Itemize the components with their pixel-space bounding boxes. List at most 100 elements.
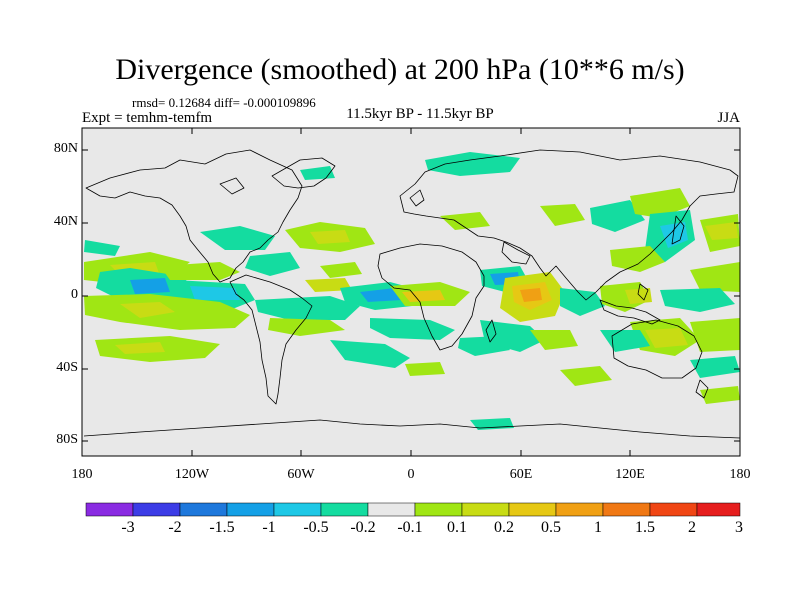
lon-label-180e: 180 xyxy=(729,467,751,482)
light-blue-patch xyxy=(660,222,688,248)
lon-label-120w: 120W xyxy=(174,467,210,482)
coastlines xyxy=(83,149,741,439)
lat-label-40n: 40N xyxy=(53,214,78,229)
colorbar-segment-13 xyxy=(696,502,741,517)
cyan-patch xyxy=(425,152,520,176)
lat-label-80n: 80N xyxy=(53,141,78,156)
green-patch xyxy=(530,330,578,350)
colorbar-label: -1.5 xyxy=(209,519,235,536)
green-patch xyxy=(440,212,490,230)
blue-patch xyxy=(360,288,402,302)
philippines-outline xyxy=(637,283,649,301)
colorbar-segment-4 xyxy=(273,502,322,517)
colorbar-segment-3 xyxy=(226,502,275,517)
colorbar-label: -1 xyxy=(262,519,276,536)
africa-outline xyxy=(377,243,485,351)
lon-label-120e: 120E xyxy=(615,467,645,482)
yellow-green-patch xyxy=(625,288,652,304)
eurasia-outline xyxy=(399,149,739,301)
lon-label-180w: 180 xyxy=(71,467,93,482)
yellow-green-patch xyxy=(115,342,165,354)
cyan-patch xyxy=(560,288,605,316)
colorbar-segment-6 xyxy=(367,502,416,517)
lat-label-80s: 80S xyxy=(56,432,78,447)
lat-label-40s: 40S xyxy=(56,360,78,375)
colorbar-label: 1.5 xyxy=(635,519,655,536)
colorbar-segment-0 xyxy=(85,502,134,517)
green-patch xyxy=(690,318,740,352)
lon-label-60w: 60W xyxy=(287,467,315,482)
green-patch xyxy=(690,262,740,292)
chart-title: Divergence (smoothed) at 200 hPa (10**6 … xyxy=(115,53,685,86)
colorbar-segment-2 xyxy=(179,502,228,517)
season-label: JJA xyxy=(717,110,740,126)
colorbar-segment-8 xyxy=(461,502,510,517)
hudson-bay-outline xyxy=(219,177,245,195)
indonesia-outline xyxy=(599,299,661,325)
yellow-green-patch xyxy=(705,222,738,240)
colorbar-label: 3 xyxy=(735,519,743,536)
yellow-green-patch xyxy=(120,302,175,318)
lat-tick-marks xyxy=(82,149,740,442)
colorbar-segment-11 xyxy=(602,502,651,517)
colorbar-label: 1 xyxy=(594,519,602,536)
colorbar xyxy=(85,502,741,517)
yellow-green-patch xyxy=(310,230,350,244)
green-patch xyxy=(700,386,740,404)
lon-tick-marks xyxy=(81,128,741,456)
colorbar-label: 0.2 xyxy=(494,519,514,536)
new-zealand-outline xyxy=(695,379,709,399)
colorbar-label: -0.1 xyxy=(397,519,423,536)
north-america-outline xyxy=(85,149,303,283)
colorbar-label: -0.2 xyxy=(350,519,376,536)
colorbar-segment-1 xyxy=(132,502,181,517)
green-patch xyxy=(160,262,240,280)
lon-label-0: 0 xyxy=(407,467,415,482)
dark-orange-patch xyxy=(520,288,542,302)
cyan-patch xyxy=(330,340,410,368)
green-patch xyxy=(268,318,345,336)
colorbar-segment-5 xyxy=(320,502,369,517)
cyan-patch xyxy=(370,318,455,340)
colorbar-label: -2 xyxy=(168,519,182,536)
light-blue-patch xyxy=(190,286,240,300)
cyan-patch xyxy=(255,296,360,320)
period-label: 11.5kyr BP - 11.5kyr BP xyxy=(346,106,494,122)
arabia-outline xyxy=(501,241,531,265)
cyan-patch xyxy=(660,288,735,312)
colorbar-segment-10 xyxy=(555,502,604,517)
green-patch xyxy=(560,366,612,386)
cyan-patch xyxy=(480,320,545,352)
colorbar-segment-9 xyxy=(508,502,557,517)
madagascar-outline xyxy=(485,319,497,343)
colorbar-segment-7 xyxy=(414,502,463,517)
cyan-patch xyxy=(84,240,120,256)
cyan-patch xyxy=(470,418,514,430)
yellow-green-patch xyxy=(645,328,688,348)
lat-label-0: 0 xyxy=(71,287,78,302)
colorbar-label: 2 xyxy=(688,519,696,536)
australia-outline xyxy=(611,319,703,379)
colorbar-label: -3 xyxy=(121,519,135,536)
britain-outline xyxy=(409,189,425,207)
colorbar-label: 0.1 xyxy=(447,519,467,536)
cyan-patch xyxy=(590,200,645,232)
colorbar-label: 0.5 xyxy=(541,519,561,536)
japan-outline xyxy=(671,215,685,245)
experiment-label: Expt = temhm-temfm xyxy=(82,110,213,126)
lon-label-60e: 60E xyxy=(509,467,533,482)
green-patch xyxy=(405,362,445,376)
cyan-patch xyxy=(690,356,740,378)
cyan-patch xyxy=(245,252,300,276)
colorbar-segment-12 xyxy=(649,502,698,517)
greenland-outline xyxy=(271,157,336,189)
cyan-patch xyxy=(200,226,275,250)
stats-line: rmsd= 0.12684 diff= -0.000109896 xyxy=(132,95,316,110)
blue-patch xyxy=(130,278,170,294)
divergence-field xyxy=(84,152,740,430)
green-patch xyxy=(320,262,362,278)
green-patch xyxy=(630,188,690,218)
cyan-patch xyxy=(300,166,335,180)
south-america-outline xyxy=(229,274,313,405)
